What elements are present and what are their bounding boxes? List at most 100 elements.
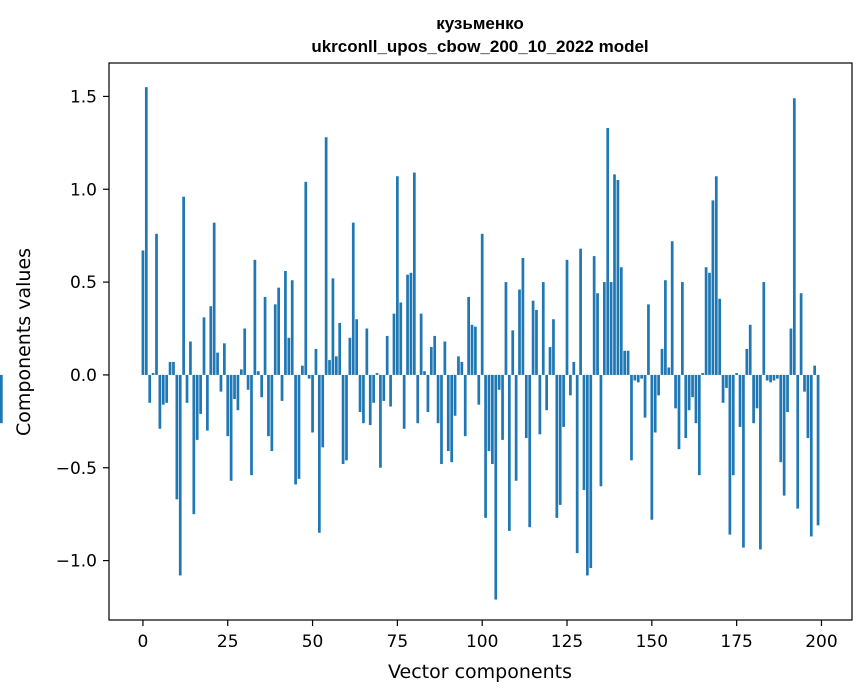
- bar: [189, 341, 192, 375]
- bar: [664, 280, 667, 375]
- bar: [209, 306, 213, 375]
- bar: [630, 374, 633, 461]
- bar: [742, 374, 745, 548]
- bar: [569, 374, 572, 396]
- bar: [504, 282, 508, 375]
- bar: [433, 335, 437, 375]
- bar: [816, 374, 820, 526]
- y-tick-label: −1.0: [56, 552, 97, 572]
- bar: [256, 371, 260, 375]
- bar: [548, 347, 552, 375]
- bar: [399, 302, 403, 375]
- bar: [701, 373, 705, 375]
- bar: [362, 374, 365, 424]
- bar: [609, 282, 613, 375]
- bar: [161, 374, 165, 405]
- bars-group: [0, 87, 820, 600]
- bar: [389, 374, 392, 407]
- bar: [725, 374, 728, 388]
- bar: [151, 373, 155, 375]
- bar: [677, 374, 681, 450]
- bar: [714, 176, 718, 375]
- bar: [755, 374, 759, 409]
- bar: [606, 127, 610, 375]
- bar: [718, 298, 722, 375]
- bar: [494, 374, 498, 600]
- bar: [406, 274, 409, 375]
- bar: [348, 337, 352, 375]
- bar: [803, 374, 806, 392]
- bar: [657, 374, 660, 396]
- bar: [192, 374, 196, 515]
- bar: [650, 374, 654, 520]
- bar: [155, 233, 158, 375]
- bar: [613, 174, 616, 375]
- bar: [460, 361, 464, 375]
- bar: [239, 369, 243, 375]
- bar: [647, 304, 650, 375]
- bar: [670, 241, 674, 375]
- bar: [480, 233, 484, 375]
- bar: [738, 374, 742, 427]
- bar: [745, 348, 749, 375]
- bar: [165, 374, 169, 403]
- bar: [731, 374, 735, 476]
- bar: [558, 374, 562, 505]
- bar: [368, 374, 372, 426]
- bar: [809, 374, 813, 537]
- bar: [457, 356, 460, 375]
- bar: [416, 374, 420, 424]
- bar: [765, 374, 769, 381]
- bar: [212, 222, 216, 375]
- bar: [711, 200, 715, 375]
- bar: [345, 374, 348, 461]
- x-tick-label: 50: [302, 632, 324, 652]
- bar: [579, 248, 582, 375]
- bar: [351, 222, 355, 375]
- bar: [623, 350, 627, 375]
- bar: [311, 374, 314, 433]
- bar: [728, 374, 732, 535]
- bar: [168, 361, 172, 375]
- bar: [273, 304, 277, 375]
- bar: [748, 324, 752, 375]
- x-axis-ticks: 0 25 50 75 100 125 150 175 200: [138, 620, 838, 652]
- chart-title: кузьменко: [436, 14, 524, 33]
- bar: [321, 374, 325, 448]
- bar: [206, 374, 209, 431]
- bar: [474, 326, 477, 375]
- bar: [463, 374, 467, 437]
- bar: [792, 98, 796, 375]
- bar: [328, 360, 331, 375]
- bar: [246, 374, 250, 390]
- x-tick-label: 200: [805, 632, 837, 652]
- bar: [491, 374, 494, 465]
- bar: [412, 172, 416, 375]
- bar: [185, 374, 189, 403]
- bar: [226, 374, 230, 437]
- bar: [443, 341, 447, 375]
- bar: [555, 374, 559, 518]
- bar: [636, 374, 640, 383]
- bar: [375, 373, 379, 375]
- bar: [144, 87, 148, 375]
- bar: [565, 259, 569, 375]
- bar: [297, 374, 301, 479]
- bar: [195, 374, 199, 440]
- bar: [172, 361, 175, 375]
- bar: [250, 374, 253, 476]
- bar: [233, 374, 236, 400]
- bar: [253, 259, 257, 375]
- bar: [382, 374, 386, 401]
- bar: [219, 374, 223, 392]
- bar: [575, 374, 579, 554]
- bar: [419, 313, 423, 375]
- bar: [484, 374, 487, 518]
- bar: [178, 374, 182, 576]
- bar: [341, 374, 345, 465]
- bar: [379, 374, 382, 468]
- bar: [294, 374, 297, 485]
- bar: [334, 356, 338, 375]
- bar: [694, 374, 698, 424]
- bar: [467, 296, 470, 375]
